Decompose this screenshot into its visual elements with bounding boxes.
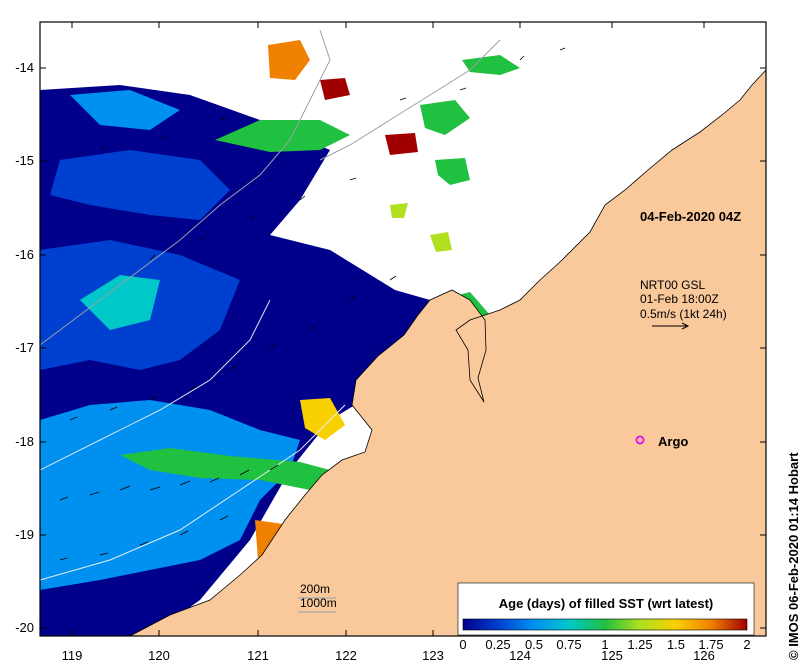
current-scale-label: 0.5m/s (1kt 24h) [640,307,727,321]
contour-legend: 200m 1000m [298,582,337,613]
colorbar-tick: 0.25 [485,637,510,652]
lat-label: -19 [15,527,34,542]
lat-label: -20 [15,620,34,635]
lat-label: -14 [15,60,34,75]
lon-label: 125 [601,648,623,663]
map-frame [39,21,767,637]
colorbar: Age (days) of filled SST (wrt latest) 0 … [457,582,755,652]
lat-tick-marks [40,67,766,629]
lat-axis-labels: -14 -15 -16 -17 -18 -19 -20 [15,60,34,635]
colorbar-tick: 1 [601,637,608,652]
sst-age-field [40,40,520,636]
colorbar-tick: 0.5 [525,637,543,652]
argo-marker-icon [635,435,645,445]
current-source-label: NRT00 GSL [640,278,705,292]
copyright-credit: © IMOS 06-Feb-2020 01:14 Hobart [786,452,801,660]
lat-label: -18 [15,434,34,449]
colorbar-tick: 1.5 [667,637,685,652]
colorbar-title: Age (days) of filled SST (wrt latest) [499,596,714,611]
lon-label: 126 [693,648,715,663]
argo-label: Argo [658,434,688,449]
current-scale-arrow [652,322,690,330]
land-mass [129,22,766,636]
lon-label: 123 [422,648,444,663]
lon-label: 119 [62,648,83,663]
current-vectors [59,47,566,561]
contour-label-200m: 200m [300,582,330,596]
lon-label: 120 [148,648,170,663]
colorbar-gradient [462,618,748,631]
colorbar-tick: 1.25 [627,637,652,652]
colorbar-tick: 0 [459,637,466,652]
bathymetry-contours [40,29,501,581]
colorbar-tick: 2 [743,637,750,652]
lat-label: -16 [15,247,34,262]
lat-label: -15 [15,153,34,168]
lon-label: 121 [247,648,269,663]
timestamp-label: 04-Feb-2020 04Z [640,209,741,224]
colorbar-tick: 1.75 [698,637,723,652]
lon-label: 124 [509,648,531,663]
current-date-label: 01-Feb 18:00Z [640,292,719,306]
colorbar-tick: 0.75 [556,637,581,652]
lat-label: -17 [15,340,34,355]
lon-label: 122 [335,648,357,663]
contour-label-1000m: 1000m [300,596,337,610]
lon-axis-labels: 119 120 121 122 123 124 125 126 [62,648,715,663]
